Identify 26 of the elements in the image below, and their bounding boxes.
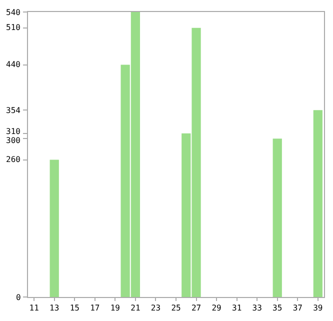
x-tick-label: 35 [272, 304, 282, 313]
x-tick-label: 11 [29, 304, 40, 313]
x-tick-label: 39 [313, 304, 323, 313]
x-tick-label: 17 [90, 304, 100, 313]
y-tick-label: 310 [6, 127, 21, 136]
y-tick-label: 510 [6, 23, 21, 32]
x-tick-label: 33 [252, 304, 262, 313]
x-tick-label: 21 [130, 304, 140, 313]
x-tick-label: 19 [110, 304, 120, 313]
y-tick-label: 260 [6, 155, 21, 164]
y-tick-label: 300 [6, 136, 21, 145]
x-tick-label: 13 [50, 304, 60, 313]
bar [313, 110, 322, 297]
x-tick-label: 29 [212, 304, 222, 313]
y-tick-label: 354 [6, 106, 21, 115]
x-tick-label: 37 [292, 304, 303, 313]
bar [50, 160, 59, 297]
x-tick-label: 27 [191, 304, 202, 313]
x-tick-label: 31 [232, 304, 242, 313]
y-tick-label: 540 [6, 8, 21, 17]
x-tick-label: 23 [150, 304, 161, 313]
y-tick-label: 0 [16, 293, 21, 302]
bar [272, 138, 282, 297]
x-tick-label: 15 [70, 304, 80, 313]
x-tick-label: 25 [171, 304, 181, 313]
y-tick-label: 440 [6, 60, 21, 69]
